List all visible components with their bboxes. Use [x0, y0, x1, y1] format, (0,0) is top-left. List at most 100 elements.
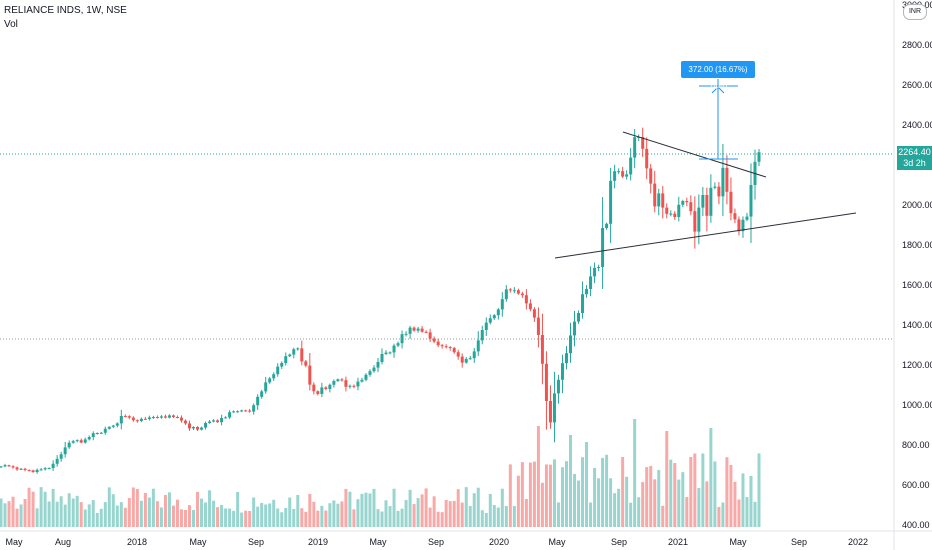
volume-bar [544, 464, 548, 527]
volume-bar [23, 498, 27, 527]
candle-body [139, 418, 143, 421]
candle-body [705, 195, 709, 216]
candle-body [135, 420, 139, 422]
volume-bar [95, 512, 99, 527]
candle-body [340, 379, 344, 381]
volume-bar [737, 499, 741, 527]
candle-body [332, 381, 336, 385]
candle-body [11, 466, 15, 468]
candle-body [569, 335, 573, 354]
volume-bar [412, 504, 416, 527]
candle-body [344, 380, 348, 387]
candle-body [625, 174, 629, 177]
candle-body [412, 327, 416, 331]
volume-bar [208, 490, 212, 527]
volume-bar [316, 510, 320, 527]
candle-body [544, 363, 548, 401]
candle-body [352, 385, 356, 387]
candle-body [91, 433, 95, 437]
candle-body [87, 437, 91, 440]
volume-bar [460, 502, 464, 527]
volume-bar [500, 488, 504, 527]
candle-body [609, 180, 613, 224]
volume-bar [356, 499, 360, 527]
volume-bar [721, 502, 725, 527]
volume-bar [532, 461, 536, 527]
candle-body [556, 379, 560, 394]
candle-body [536, 317, 540, 335]
volume-bar [560, 467, 564, 527]
volume-bar [196, 491, 200, 527]
volume-bar [609, 478, 613, 527]
candle-body [260, 391, 264, 397]
candle-body [192, 427, 196, 429]
time-tick-label: 2020 [489, 537, 509, 547]
candle-body [721, 167, 725, 197]
volume-bar [187, 505, 191, 527]
volume-bar [444, 500, 448, 527]
candle-body [492, 315, 496, 319]
volume-bar [492, 505, 496, 527]
candle-body [649, 168, 653, 184]
candle-body [71, 441, 75, 443]
time-tick-label: May [729, 537, 747, 547]
candle-body [244, 410, 248, 412]
candle-body [252, 405, 256, 412]
currency-badge[interactable]: INR [903, 4, 927, 20]
volume-bar [745, 497, 749, 527]
volume-bar [91, 500, 95, 527]
candle-body [268, 378, 272, 383]
candle-body [7, 465, 11, 467]
candle-body [384, 352, 388, 354]
volume-bar [701, 453, 705, 527]
volume-bar [55, 501, 59, 527]
candle-body [689, 202, 693, 212]
volume-bar [448, 501, 452, 527]
volume-bar [99, 508, 103, 527]
volume-bar [59, 496, 63, 527]
candle-body [408, 327, 412, 334]
volume-bar [292, 508, 296, 527]
candle-body [693, 211, 697, 232]
volume-bar [524, 499, 528, 527]
price-tick-label: 1400.00 [902, 320, 932, 330]
candle-body [404, 333, 408, 335]
candle-body [396, 343, 400, 346]
volume-bar [705, 481, 709, 527]
candle-body [597, 267, 601, 268]
volume-bar [629, 502, 633, 527]
volume-bar [685, 497, 689, 527]
candle-body [520, 293, 524, 296]
candle-body [516, 290, 520, 294]
volume-bar [268, 503, 272, 527]
candle-body [127, 416, 131, 418]
candle-body [111, 425, 115, 427]
candle-body [296, 348, 300, 350]
volume-bar [312, 501, 316, 527]
volume-bar [376, 509, 380, 527]
time-tick-label: 2022 [848, 537, 868, 547]
volume-bar [729, 465, 733, 527]
volume-bar [480, 510, 484, 527]
measure-arrow-head [711, 86, 725, 94]
volume-bar [468, 506, 472, 527]
candle-body [143, 418, 147, 420]
candle-body [524, 295, 528, 304]
volume-bar [725, 457, 729, 527]
candle-body [336, 379, 340, 381]
candle-body [348, 385, 352, 387]
volume-bar [709, 428, 713, 527]
volume-bar [0, 498, 3, 527]
volume-bar [416, 498, 420, 527]
candle-body [151, 417, 155, 418]
volume-bar [147, 497, 151, 527]
candle-body [657, 193, 661, 207]
volume-bar [681, 472, 685, 527]
candle-body [472, 351, 476, 359]
time-axis: May Aug 2018 May Sep 2019 May Sep 2020 May Sep 2021… [0, 530, 932, 547]
volume-bar [115, 505, 119, 527]
volume-bar [484, 512, 488, 527]
volume-label: Vol [4, 19, 18, 30]
candle-body [653, 183, 657, 207]
